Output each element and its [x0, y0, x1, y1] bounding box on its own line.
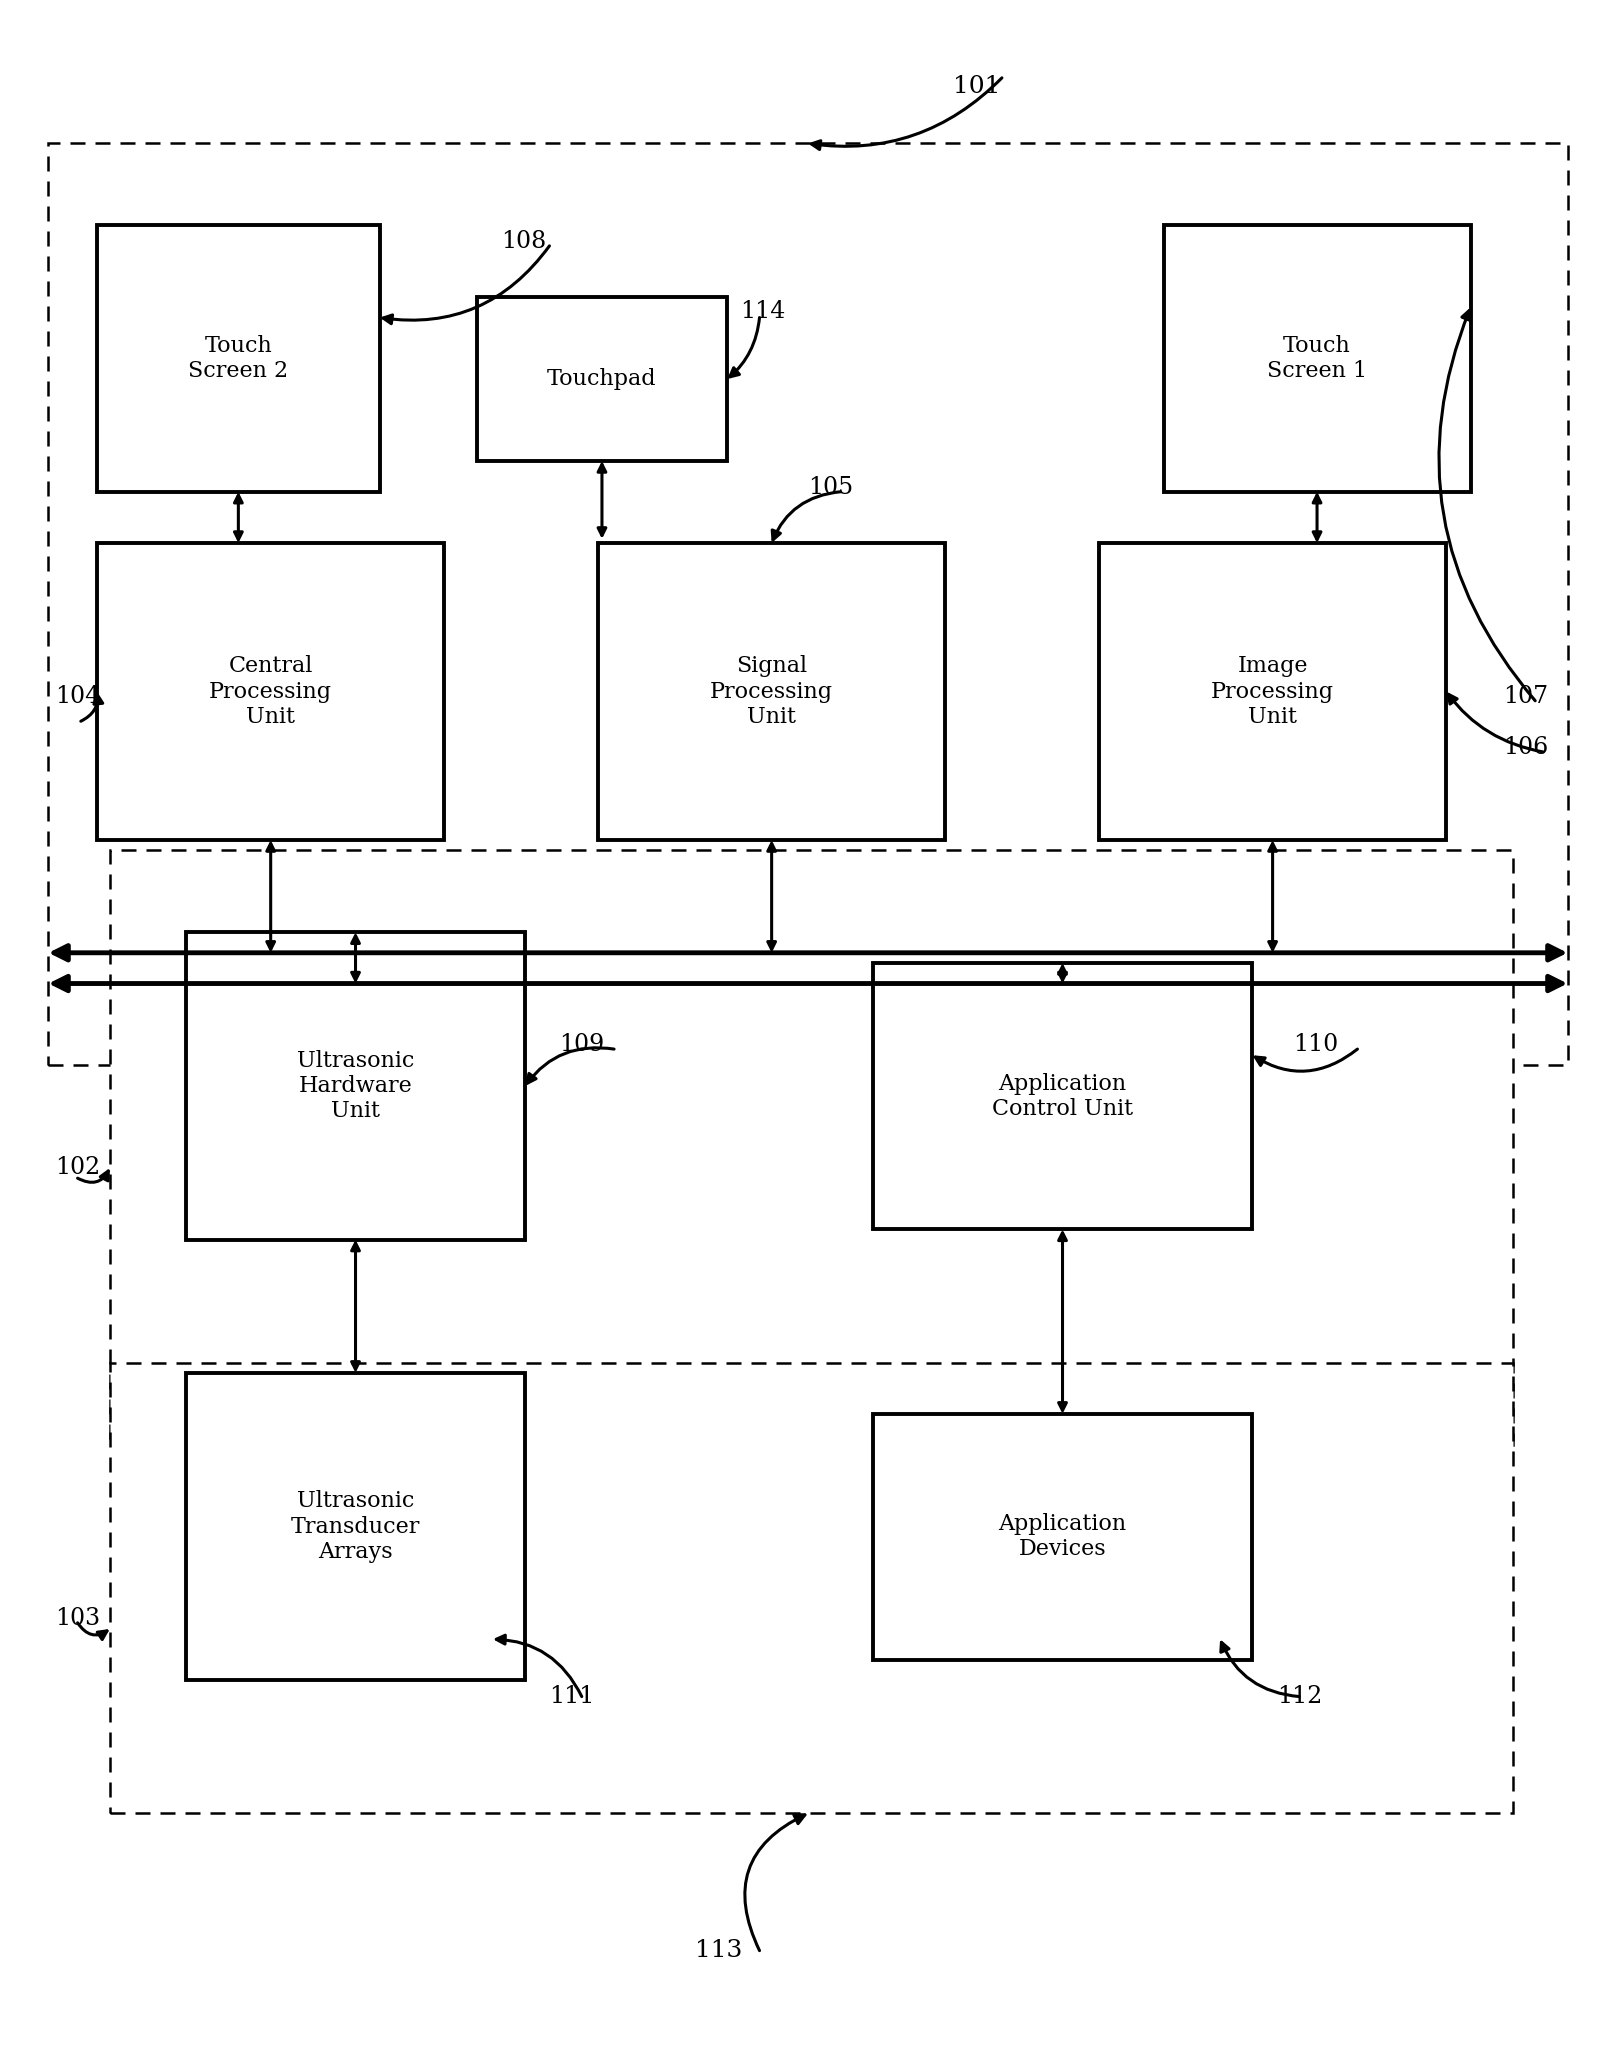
- Bar: [598, 543, 945, 840]
- Bar: [1164, 225, 1471, 492]
- Text: 112: 112: [1277, 1684, 1322, 1709]
- Bar: [48, 143, 1568, 1065]
- Text: Application
Control Unit: Application Control Unit: [992, 1072, 1133, 1121]
- Bar: [186, 1373, 525, 1680]
- Text: 104: 104: [55, 684, 100, 709]
- Text: 105: 105: [808, 475, 853, 500]
- Text: 101: 101: [953, 74, 1000, 98]
- Bar: [873, 963, 1252, 1229]
- Text: 114: 114: [740, 299, 785, 324]
- Text: Touch
Screen 1: Touch Screen 1: [1267, 334, 1367, 383]
- Bar: [110, 850, 1513, 1445]
- Text: 108: 108: [501, 229, 546, 254]
- Text: 111: 111: [549, 1684, 595, 1709]
- Text: 107: 107: [1503, 684, 1548, 709]
- Bar: [873, 1414, 1252, 1660]
- Text: 110: 110: [1293, 1033, 1338, 1057]
- Text: 109: 109: [559, 1033, 604, 1057]
- Text: 103: 103: [55, 1606, 100, 1631]
- Text: Touchpad: Touchpad: [548, 369, 656, 389]
- Bar: [110, 1363, 1513, 1813]
- Text: 113: 113: [695, 1938, 742, 1963]
- Bar: [477, 297, 727, 461]
- Text: Image
Processing
Unit: Image Processing Unit: [1210, 656, 1335, 727]
- Text: Touch
Screen 2: Touch Screen 2: [189, 334, 288, 383]
- Bar: [97, 543, 444, 840]
- Bar: [97, 225, 380, 492]
- Text: 102: 102: [55, 1156, 100, 1180]
- Text: Signal
Processing
Unit: Signal Processing Unit: [709, 656, 834, 727]
- Text: Ultrasonic
Hardware
Unit: Ultrasonic Hardware Unit: [297, 1049, 414, 1123]
- Bar: [186, 932, 525, 1240]
- Text: Central
Processing
Unit: Central Processing Unit: [208, 656, 333, 727]
- Text: Ultrasonic
Transducer
Arrays: Ultrasonic Transducer Arrays: [291, 1490, 420, 1563]
- Text: 106: 106: [1503, 736, 1548, 760]
- Bar: [1099, 543, 1446, 840]
- Text: Application
Devices: Application Devices: [999, 1512, 1126, 1561]
